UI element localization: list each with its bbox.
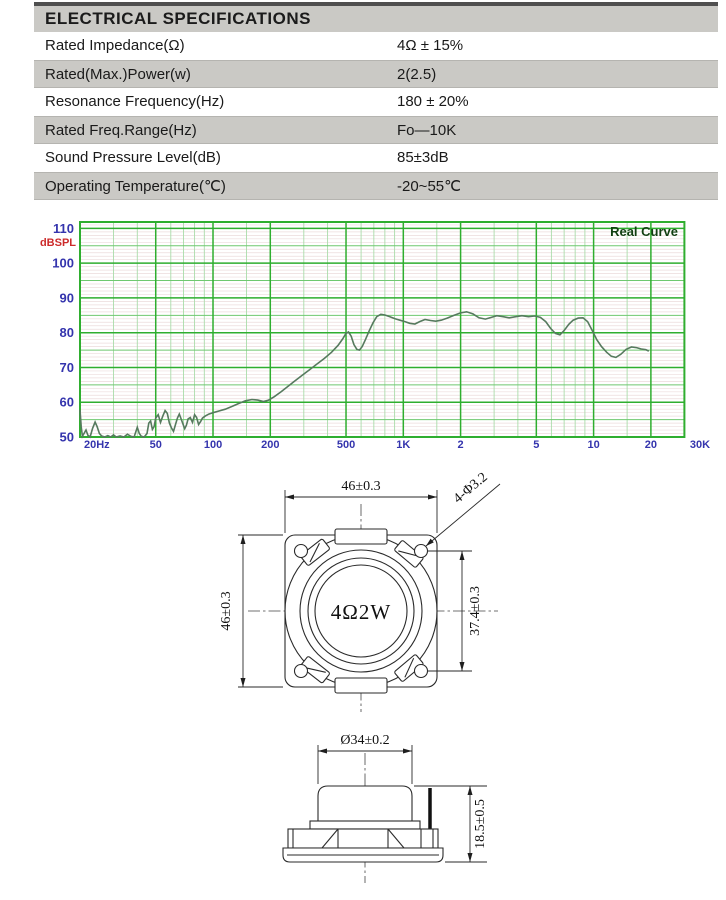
x-tick-label: 200	[261, 439, 279, 451]
x-tick-label: 100	[204, 439, 222, 451]
speaker-ring-3	[307, 557, 415, 665]
front-view-svg: 4Ω2W 46±0.3 46±0.3 37.4±0.3 4-Φ3.2	[219, 470, 501, 712]
spec-value: 180 ± 20%	[397, 93, 469, 110]
response-curve	[79, 310, 650, 439]
mounting-hole	[293, 543, 309, 559]
side-view-svg: Ø34±0.2 18.5±0.5	[282, 733, 488, 883]
y-tick-label: 100	[52, 256, 74, 271]
spec-label: Sound Pressure Level(dB)	[45, 149, 221, 166]
basket-spoke	[321, 828, 339, 849]
spec-value: 2(2.5)	[397, 66, 437, 83]
x-tick-label: 10	[587, 439, 599, 451]
frequency-response-chart: 50 60 70 80 90 100 110 dBSPL 20Hz 50 100 200 500 1K 2 5…	[0, 205, 726, 465]
dim-width-text: 46±0.3	[341, 479, 380, 494]
spec-value: Fo—10K	[397, 122, 457, 139]
side-view-drawing: Ø34±0.2 18.5±0.5	[225, 715, 535, 895]
spec-row-temperature: Operating Temperature(℃) -20~55℃	[34, 172, 718, 200]
x-tick-label: 500	[337, 439, 355, 451]
x-tick-label: 20Hz	[84, 439, 110, 451]
spec-label: Rated Freq.Range(Hz)	[45, 122, 197, 139]
y-tick-label: 60	[60, 395, 74, 410]
y-tick-label: 110	[53, 221, 74, 236]
basket-body	[287, 828, 439, 849]
x-tick-label: 30K	[690, 439, 710, 451]
y-tick-label: 90	[60, 290, 74, 305]
clip-ne	[394, 540, 424, 568]
clip-se	[394, 654, 424, 682]
dim-hole-spacing-text: 37.4±0.3	[468, 586, 483, 636]
spec-label: Rated Impedance(Ω)	[45, 37, 185, 54]
spec-row-impedance: Rated Impedance(Ω) 4Ω ± 15%	[34, 32, 718, 60]
mounting-hole	[413, 663, 429, 679]
dome-base	[309, 820, 421, 830]
y-tick-label: 70	[60, 360, 74, 375]
speaker-ring-2	[299, 549, 423, 673]
x-tick-label: 20	[645, 439, 657, 451]
spec-row-freq-range: Rated Freq.Range(Hz) Fo—10K	[34, 116, 718, 144]
top-tab	[334, 528, 388, 545]
top-divider	[34, 2, 718, 6]
spec-row-spl: Sound Pressure Level(dB) 85±3dB	[34, 144, 718, 172]
spec-table-title: ELECTRICAL SPECIFICATIONS	[45, 9, 311, 28]
y-tick-label: 80	[60, 325, 74, 340]
x-tick-label: 50	[150, 439, 162, 451]
spec-label: Operating Temperature(℃)	[45, 178, 226, 195]
mounting-hole	[293, 663, 309, 679]
spec-value: -20~55℃	[397, 178, 461, 195]
clip-nw	[300, 538, 330, 566]
y-tick-label: 50	[60, 430, 74, 445]
dim-diameter-text: Ø34±0.2	[340, 733, 389, 748]
spec-row-resonance: Resonance Frequency(Hz) 180 ± 20%	[34, 88, 718, 116]
spec-table-header: ELECTRICAL SPECIFICATIONS	[34, 6, 718, 32]
x-tick-label: 5	[533, 439, 539, 451]
speaker-cone-edge	[314, 564, 408, 658]
impedance-power-label: 4Ω2W	[331, 600, 391, 624]
hole-leader-line	[425, 483, 501, 547]
x-tick-label: 1K	[396, 439, 410, 451]
front-view-drawing: 4Ω2W 46±0.3 46±0.3 37.4±0.3 4-Φ3.2	[170, 460, 550, 720]
spec-value: 4Ω ± 15%	[397, 37, 464, 54]
chart-title: Real Curve	[610, 224, 678, 239]
mounting-hole	[413, 543, 429, 559]
basket-spoke	[387, 828, 405, 849]
x-tick-label: 2	[458, 439, 464, 451]
holes-note-text: 4-Φ3.2	[451, 470, 491, 507]
magnet-dome	[317, 785, 413, 822]
spec-row-power: Rated(Max.)Power(w) 2(2.5)	[34, 60, 718, 88]
clip-sw	[300, 656, 330, 684]
y-axis-unit: dBSPL	[40, 237, 76, 249]
dim-height-text: 18.5±0.5	[473, 799, 488, 849]
bottom-tab	[334, 677, 388, 694]
dim-height-text: 46±0.3	[219, 591, 234, 630]
spec-label: Rated(Max.)Power(w)	[45, 66, 191, 83]
spec-value: 85±3dB	[397, 149, 449, 166]
spec-label: Resonance Frequency(Hz)	[45, 93, 225, 110]
chart-grid	[79, 221, 686, 438]
